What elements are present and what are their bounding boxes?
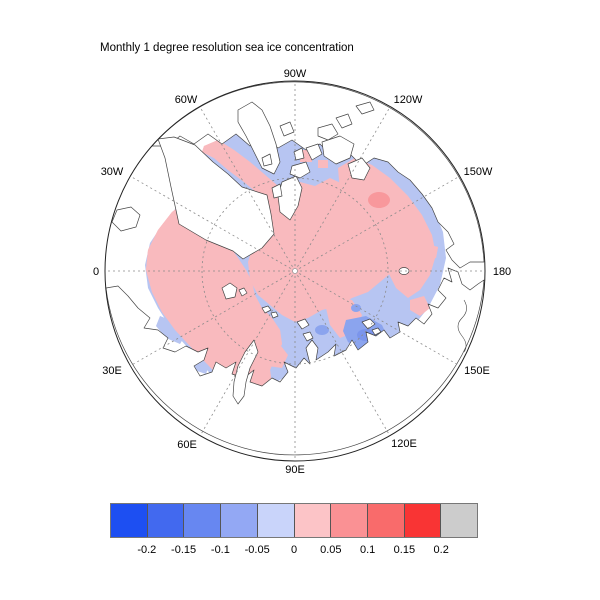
- colorbar-tick: 0: [290, 544, 298, 556]
- colorbar-cell: [404, 504, 442, 537]
- beaufort-positive-region: [338, 158, 436, 298]
- iceland: [111, 206, 141, 232]
- severnaya-zemlya: [296, 318, 310, 330]
- colorbar-cell: [257, 504, 295, 537]
- victoria-island: [321, 135, 355, 165]
- meridian-label-90W: 90W: [283, 68, 307, 80]
- channel-blue-bit: [286, 158, 294, 168]
- franz-josef-land: [270, 311, 279, 319]
- small-island: [355, 101, 375, 115]
- meridian-label-150E: 150E: [464, 365, 490, 377]
- channel-pink-bit: [318, 160, 328, 168]
- franz-josef-land: [261, 305, 272, 314]
- colorbar-cell: [184, 504, 222, 537]
- colorbar-cell: [441, 504, 478, 537]
- colorbar-cell: [367, 504, 405, 537]
- colorbar-tick: -0.2: [137, 544, 157, 556]
- medium-blue-spot: [315, 325, 329, 335]
- severnaya-zemlya: [302, 331, 314, 342]
- graticule-meridians: [105, 81, 485, 461]
- colorbar-cell: [331, 504, 368, 537]
- pole-marker: [292, 268, 298, 274]
- siberian-river: [457, 299, 467, 353]
- meridian-label-180: 180: [492, 266, 512, 278]
- channel-blue-bit: [330, 170, 340, 178]
- svalbard-small: [238, 287, 248, 297]
- new-siberian-islands: [371, 327, 382, 336]
- colorbar-tick: 0.15: [393, 544, 416, 556]
- meridian-label-90E: 90E: [285, 464, 305, 476]
- colorbar-tick: 0.2: [433, 544, 449, 556]
- prince-of-wales-island: [293, 147, 305, 161]
- svalbard: [221, 282, 238, 300]
- small-island: [279, 121, 295, 137]
- meridian-label-120E: 120E: [391, 438, 417, 450]
- meridian-label-150W: 150W: [463, 166, 493, 178]
- axel-heiberg-island: [271, 183, 283, 199]
- map-boundary-circle: [104, 80, 486, 462]
- meridian-label-60W: 60W: [174, 94, 198, 106]
- plot-title: Monthly 1 degree resolution sea ice conc…: [100, 42, 354, 54]
- somerset-island: [305, 143, 323, 161]
- meridian-label-30E: 30E: [102, 365, 122, 377]
- colorbar-cell: [111, 504, 148, 537]
- novaya-zemlya: [232, 339, 259, 405]
- beaufort-medium-red-spot: [368, 192, 390, 208]
- new-siberian-islands: [361, 318, 376, 330]
- small-island: [261, 153, 273, 167]
- colorbar-tick: -0.05: [244, 544, 270, 556]
- prince-patrick-island: [335, 113, 353, 129]
- banks-island: [347, 157, 371, 181]
- channel-blue-bit: [290, 142, 298, 152]
- meridian-label-30W: 30W: [100, 166, 124, 178]
- coastal-blue-bit: [156, 316, 186, 344]
- colorbar-cell: [294, 504, 332, 537]
- colorbar: [110, 503, 478, 538]
- medium-blue-spot: [351, 304, 361, 312]
- meridian-label-120W: 120W: [393, 94, 423, 106]
- colorbar-tick: 0.05: [320, 544, 342, 556]
- colorbar-tick: -0.1: [210, 544, 230, 556]
- colorbar-cell: [221, 504, 258, 537]
- greenland: [157, 136, 275, 260]
- colorbar-tick: -0.15: [171, 544, 197, 556]
- colorbar-tick-labels: -0.2 -0.15 -0.1 -0.05 0 0.05 0.1 0.15 0.2: [110, 544, 478, 558]
- graticule-latitude-ring: [201, 177, 389, 365]
- colorbar-cell: [147, 504, 185, 537]
- colorbar-tick: 0.1: [359, 544, 376, 556]
- eurasia-landmass: [105, 267, 485, 456]
- coastal-pink-bit: [410, 296, 430, 316]
- meridian-label-0: 0: [92, 266, 100, 278]
- ellesmere-island: [277, 175, 303, 221]
- meridian-label-60E: 60E: [177, 439, 197, 451]
- wrangel-island: [398, 267, 410, 275]
- melville-island: [317, 123, 339, 141]
